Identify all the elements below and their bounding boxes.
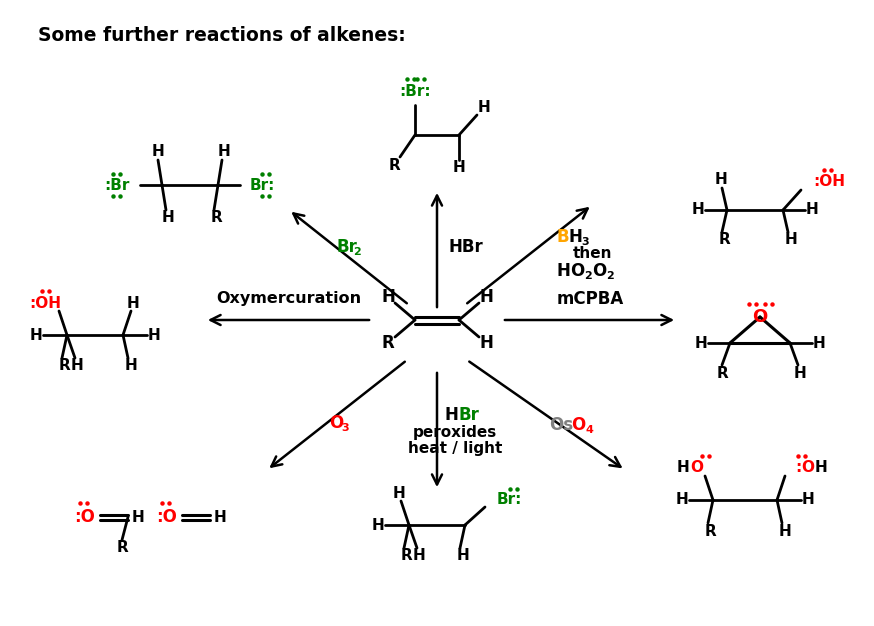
Text: H: H [71, 359, 83, 374]
Text: O: O [753, 308, 767, 326]
Text: H: H [413, 548, 426, 563]
Text: R: R [116, 540, 128, 555]
Text: O: O [592, 262, 607, 280]
Text: 2: 2 [606, 271, 614, 281]
Text: H: H [453, 160, 465, 175]
Text: O: O [571, 416, 586, 434]
Text: H: H [695, 336, 707, 351]
Text: H: H [445, 406, 459, 424]
Text: O: O [570, 262, 584, 280]
Text: R: R [59, 359, 70, 374]
Text: 3: 3 [581, 237, 588, 247]
Text: H: H [456, 548, 469, 563]
Text: O: O [690, 461, 704, 476]
Text: H: H [779, 523, 791, 538]
Text: R: R [400, 548, 412, 563]
Text: :O: :O [74, 508, 95, 526]
Text: H: H [127, 295, 139, 310]
Text: :O: :O [156, 508, 177, 526]
Text: H: H [676, 493, 689, 508]
Text: H: H [479, 288, 493, 306]
Text: H: H [806, 202, 818, 217]
Text: H: H [794, 366, 807, 381]
Text: :OH: :OH [29, 295, 61, 310]
Text: H: H [381, 288, 395, 306]
Text: 2: 2 [584, 271, 592, 281]
Text: H: H [479, 334, 493, 352]
Text: Oxymercuration: Oxymercuration [217, 292, 362, 307]
Text: H: H [785, 232, 797, 247]
Text: Br:: Br: [497, 493, 523, 508]
Text: 2: 2 [353, 247, 361, 257]
Text: H: H [477, 101, 490, 116]
Text: H: H [715, 173, 727, 188]
Text: H: H [557, 262, 571, 280]
Text: 4: 4 [585, 425, 593, 435]
Text: H: H [676, 461, 690, 476]
Text: O: O [801, 461, 814, 476]
Text: :OH: :OH [813, 175, 845, 190]
Text: H: H [125, 359, 137, 374]
Text: :: : [795, 461, 801, 476]
Text: H: H [218, 145, 231, 160]
Text: R: R [389, 158, 401, 173]
Text: :Br:: :Br: [399, 83, 431, 98]
Text: Some further reactions of alkenes:: Some further reactions of alkenes: [38, 26, 406, 45]
Text: H: H [392, 486, 406, 501]
Text: H: H [813, 336, 825, 351]
Text: R: R [718, 232, 730, 247]
Text: H: H [148, 327, 160, 342]
Text: :Br: :Br [105, 178, 130, 193]
Text: Br: Br [337, 238, 357, 256]
Text: mCPBA: mCPBA [557, 290, 624, 308]
Text: H: H [691, 202, 704, 217]
Text: H: H [815, 461, 828, 476]
Text: H: H [569, 228, 583, 246]
Text: H: H [151, 145, 164, 160]
Text: Br:: Br: [250, 178, 275, 193]
Text: H: H [162, 210, 175, 225]
Text: H: H [30, 327, 42, 342]
Text: HBr: HBr [449, 238, 483, 256]
Text: Os: Os [549, 416, 573, 434]
Text: R: R [382, 334, 394, 352]
Text: Br: Br [458, 406, 479, 424]
Text: 3: 3 [341, 423, 349, 433]
Text: then: then [573, 247, 613, 262]
Text: R: R [210, 210, 222, 225]
Text: heat / light: heat / light [408, 441, 503, 456]
Text: peroxides: peroxides [413, 426, 497, 441]
Text: R: R [704, 523, 716, 538]
Text: H: H [371, 518, 385, 533]
Text: B: B [557, 228, 570, 246]
Text: O: O [329, 414, 343, 432]
Text: H: H [801, 493, 815, 508]
Text: R: R [716, 366, 728, 381]
Text: H: H [213, 510, 226, 525]
Text: H: H [132, 510, 144, 525]
